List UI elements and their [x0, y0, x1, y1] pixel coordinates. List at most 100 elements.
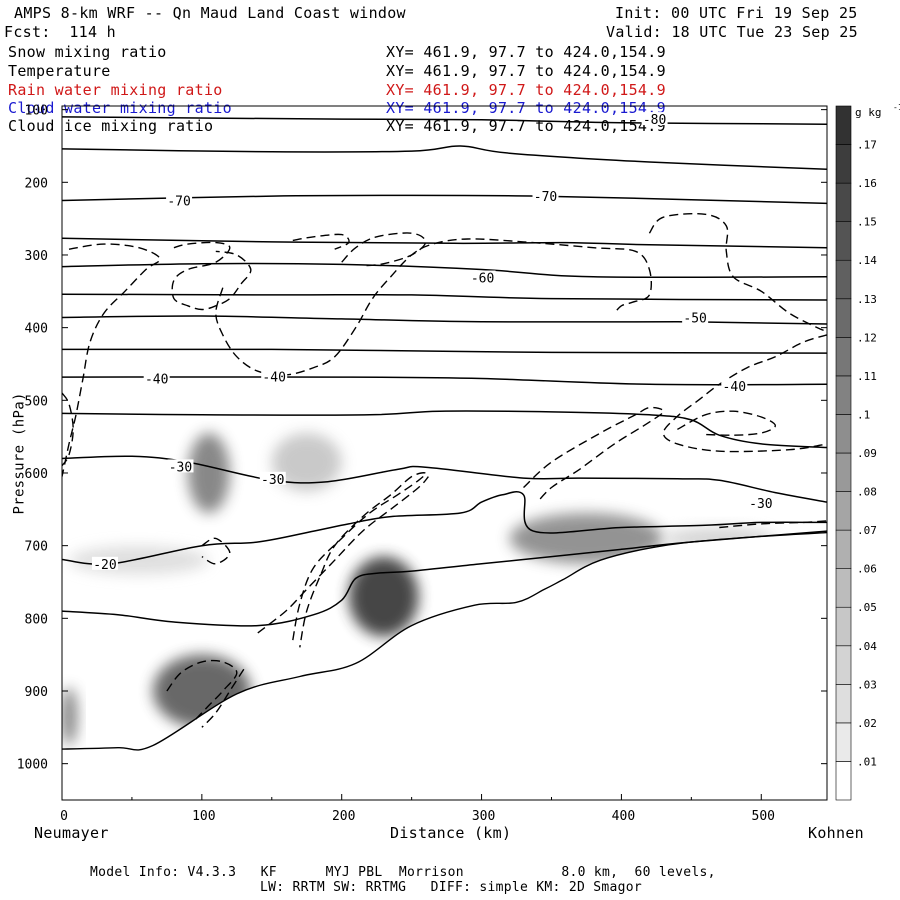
- y-tick-label-1: 200: [25, 176, 48, 191]
- colorbar-box-5: [835, 568, 852, 608]
- y-tick-label-0: 100: [25, 104, 48, 119]
- temperature-label-2: -70: [534, 190, 557, 205]
- colorbar-label-3: .04: [857, 640, 877, 653]
- y-tick-label-2: 300: [25, 249, 48, 264]
- colorbar-label-1: .02: [857, 717, 877, 730]
- cloud-ice-contour-9: [523, 406, 665, 503]
- field-xy-cloud-ice: XY= 461.9, 97.7 to 424.0,154.9: [386, 117, 666, 135]
- colorbar-label-6: .07: [857, 524, 877, 537]
- snow-blob-3: [348, 556, 419, 637]
- y-tick-label-3: 400: [25, 322, 48, 337]
- colorbar-label-5: .06: [857, 563, 877, 576]
- cloud-ice-contour-0: [62, 243, 161, 477]
- cloud-ice-contour-4: [292, 233, 350, 250]
- colorbar-box-2: [835, 684, 852, 724]
- temperature-label-4: -50: [683, 311, 706, 326]
- colorbar-label-0: .01: [857, 755, 877, 768]
- cloud-ice-contour-5: [341, 232, 427, 267]
- colorbar-unit: g kg: [855, 106, 882, 119]
- y-tick-label-7: 800: [25, 612, 48, 627]
- cloud-ice-contour-15: [719, 520, 827, 529]
- init-time: Init: 00 UTC Fri 19 Sep 25: [615, 4, 858, 22]
- x-start-label: Neumayer: [34, 824, 109, 842]
- colorbar-box-6: [835, 529, 852, 569]
- terrain-layer: [62, 531, 827, 800]
- temperature-contour-5: [62, 293, 827, 301]
- snow-blob-1: [187, 433, 230, 513]
- colorbar-label-7: .08: [857, 486, 877, 499]
- colorbar-box-16: [835, 144, 852, 184]
- colorbar-box-17: [835, 105, 852, 145]
- temperature-label-bg-0: [641, 112, 668, 126]
- x-tick-label-4: 400: [612, 809, 635, 824]
- temperature-contour-9: [62, 410, 827, 449]
- terrain-outline: [62, 531, 827, 751]
- temperature-label-0: -80: [643, 113, 666, 128]
- field-name-snow: Snow mixing ratio: [8, 43, 167, 61]
- temperature-contour-7: [62, 348, 827, 354]
- y-tick-label-4: 500: [25, 394, 48, 409]
- valid-time: Valid: 18 UTC Tue 23 Sep 25: [606, 23, 858, 41]
- cloud-ice-contour-8: [677, 410, 777, 436]
- temperature-label-8: -30: [169, 460, 192, 475]
- field-xy-cloud-water: XY= 461.9, 97.7 to 424.0,154.9: [386, 99, 666, 117]
- colorbar-box-4: [835, 606, 852, 647]
- colorbar-box-15: [835, 182, 852, 222]
- snow-blob-4: [509, 512, 664, 564]
- temperature-label-11: -20: [93, 558, 116, 573]
- temperature-label-5: -40: [145, 373, 168, 388]
- colorbar-box-9: [835, 414, 852, 454]
- colorbar-label-2: .03: [857, 678, 877, 691]
- field-name-cloud-water: Cloud water mixing ratio: [8, 99, 232, 117]
- temperature-label-bg-4: [682, 310, 709, 324]
- y-tick-label-5: 600: [25, 467, 48, 482]
- temperature-label-1: -70: [167, 194, 190, 209]
- colorbar-box-11: [835, 337, 852, 377]
- temperature-label-7: -40: [723, 380, 746, 395]
- x-tick-label-0: 0: [60, 809, 68, 824]
- temperature-label-bg-3: [469, 270, 496, 284]
- field-name-cloud-ice: Cloud ice mixing ratio: [8, 117, 214, 135]
- cloud-ice-contour-2: [171, 241, 252, 311]
- cloud-ice-contour-13: [166, 659, 238, 721]
- colorbar-label-10: .11: [857, 370, 877, 383]
- temperature-contour-0: [62, 116, 827, 125]
- field-xy-rain: XY= 461.9, 97.7 to 424.0,154.9: [386, 81, 666, 99]
- colorbar: .01 .02 .03 .04 .05 .06 .07 .08 .09 .1 .11 .12 .13 .1…: [835, 103, 900, 801]
- colorbar-label-13: .14: [857, 254, 877, 267]
- colorbar-label-4: .05: [857, 601, 877, 614]
- temperature-contour-6: [62, 315, 827, 325]
- chart-title: AMPS 8-km WRF -- Qn Maud Land Coast wind…: [14, 4, 406, 22]
- cloud-ice-contour-14: [201, 668, 245, 728]
- snow-blob-2: [271, 433, 342, 492]
- x-tick-label-1: 100: [192, 809, 215, 824]
- colorbar-box-1: [835, 722, 852, 762]
- cloud-ice-contour-10: [292, 472, 427, 648]
- cloud-ice-contour-1: [62, 392, 74, 467]
- model-info-line2: LW: RRTM SW: RRTMG DIFF: simple KM: 2D S…: [260, 880, 642, 895]
- temperature-contour-3: [62, 237, 827, 249]
- colorbar-label-16: .17: [857, 139, 877, 152]
- field-xy-snow: XY= 461.9, 97.7 to 424.0,154.9: [386, 43, 666, 61]
- colorbar-label-8: .09: [857, 447, 877, 460]
- temperature-label-bg-7: [721, 378, 748, 392]
- forecast-hour: Fcst: 114 h: [4, 23, 116, 41]
- y-tick-label-9: 1000: [17, 758, 48, 773]
- colorbar-box-3: [835, 645, 852, 685]
- colorbar-box-10: [835, 375, 852, 415]
- cloud-ice-contour-3: [215, 238, 653, 376]
- x-tick-label-3: 300: [472, 809, 495, 824]
- colorbar-label-9: .1: [857, 408, 870, 421]
- temperature-contour-4: [62, 262, 827, 279]
- temperature-label-6: -40: [262, 370, 285, 385]
- colorbar-box-13: [835, 259, 852, 300]
- y-tick-label-8: 900: [25, 685, 48, 700]
- cloud-ice-contour-11: [257, 476, 429, 634]
- field-name-rain: Rain water mixing ratio: [8, 81, 223, 99]
- colorbar-label-11: .12: [857, 331, 877, 344]
- temperature-label-bg-5: [143, 371, 170, 385]
- temperature-label-bg-8: [167, 459, 194, 473]
- temperature-label-bg-1: [166, 193, 193, 207]
- colorbar-box-7: [835, 491, 852, 531]
